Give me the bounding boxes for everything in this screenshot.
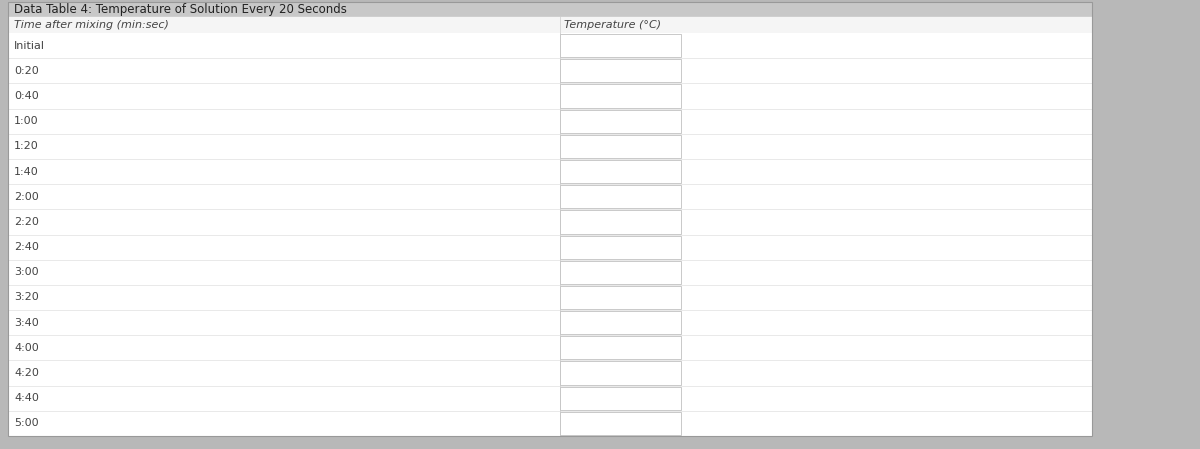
Text: 3:40: 3:40 bbox=[14, 317, 38, 328]
Bar bbox=[8, 84, 1092, 109]
Text: 1:00: 1:00 bbox=[14, 116, 38, 126]
Text: 27.5(°C): 27.5(°C) bbox=[563, 192, 610, 202]
Bar bbox=[8, 184, 1092, 209]
Text: 27.6(°C): 27.6(°C) bbox=[563, 167, 610, 176]
Text: 2:00: 2:00 bbox=[14, 192, 38, 202]
Text: 27.4(°C): 27.4(°C) bbox=[563, 292, 610, 303]
Bar bbox=[560, 235, 682, 259]
Text: 27.1(°C): 27.1(°C) bbox=[563, 418, 610, 428]
Bar bbox=[560, 311, 682, 334]
Text: 3:20: 3:20 bbox=[14, 292, 38, 303]
Text: 1:20: 1:20 bbox=[14, 141, 38, 151]
Text: 27.9(°C): 27.9(°C) bbox=[563, 66, 610, 76]
Text: 27.7(°C): 27.7(°C) bbox=[563, 116, 610, 126]
Bar bbox=[8, 335, 1092, 361]
Bar bbox=[560, 34, 682, 57]
Text: 27.5(°C): 27.5(°C) bbox=[563, 242, 610, 252]
Bar bbox=[8, 2, 1092, 16]
Text: 5:00: 5:00 bbox=[14, 418, 38, 428]
Bar bbox=[8, 159, 1092, 184]
Text: 27.3(°C): 27.3(°C) bbox=[563, 368, 610, 378]
Bar bbox=[560, 84, 682, 108]
Bar bbox=[8, 361, 1092, 386]
Bar bbox=[560, 387, 682, 410]
Bar bbox=[560, 160, 682, 183]
Text: 27.4(°C): 27.4(°C) bbox=[563, 317, 610, 328]
Text: 27.8(°C): 27.8(°C) bbox=[563, 40, 610, 51]
Text: 4:00: 4:00 bbox=[14, 343, 38, 353]
Text: 27.5(°C): 27.5(°C) bbox=[563, 217, 610, 227]
Text: Data Table 4: Temperature of Solution Every 20 Seconds: Data Table 4: Temperature of Solution Ev… bbox=[14, 3, 347, 16]
Text: Time after mixing (min:sec): Time after mixing (min:sec) bbox=[14, 19, 169, 30]
Bar bbox=[8, 310, 1092, 335]
Text: 4:40: 4:40 bbox=[14, 393, 38, 403]
Bar bbox=[560, 210, 682, 233]
Text: 4:20: 4:20 bbox=[14, 368, 38, 378]
Bar bbox=[8, 109, 1092, 134]
Bar bbox=[8, 16, 1092, 33]
Text: 2:20: 2:20 bbox=[14, 217, 38, 227]
Bar bbox=[560, 59, 682, 82]
Bar bbox=[8, 386, 1092, 411]
Bar bbox=[8, 209, 1092, 234]
Text: 0:20: 0:20 bbox=[14, 66, 38, 76]
Bar bbox=[8, 58, 1092, 84]
Text: Temperature (°C): Temperature (°C) bbox=[564, 19, 661, 30]
Text: 27.4(°C): 27.4(°C) bbox=[563, 267, 610, 277]
Bar bbox=[8, 134, 1092, 159]
Text: 1:40: 1:40 bbox=[14, 167, 38, 176]
Bar bbox=[8, 411, 1092, 436]
Bar bbox=[560, 336, 682, 360]
Bar bbox=[560, 361, 682, 385]
Bar bbox=[8, 234, 1092, 260]
Bar bbox=[8, 285, 1092, 310]
Text: 27.7(°C): 27.7(°C) bbox=[563, 141, 610, 151]
Bar bbox=[8, 33, 1092, 58]
Bar bbox=[560, 412, 682, 435]
Text: 27.2(°C): 27.2(°C) bbox=[563, 393, 610, 403]
Text: 2:40: 2:40 bbox=[14, 242, 38, 252]
Bar bbox=[560, 110, 682, 133]
Bar bbox=[560, 135, 682, 158]
Text: 27.3(°C): 27.3(°C) bbox=[563, 343, 610, 353]
Bar bbox=[560, 286, 682, 309]
Text: Initial: Initial bbox=[14, 40, 46, 51]
Text: 27.7(°C): 27.7(°C) bbox=[563, 91, 610, 101]
Text: 0:40: 0:40 bbox=[14, 91, 38, 101]
Bar bbox=[8, 260, 1092, 285]
Bar bbox=[560, 185, 682, 208]
Text: 3:00: 3:00 bbox=[14, 267, 38, 277]
Bar bbox=[560, 261, 682, 284]
